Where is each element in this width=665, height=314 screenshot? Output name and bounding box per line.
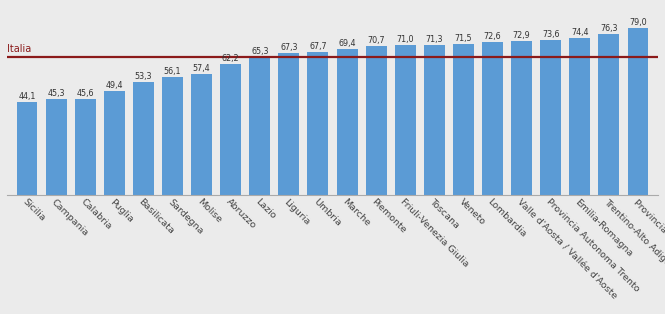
Bar <box>279 53 299 195</box>
Bar <box>424 45 445 195</box>
Text: 71,5: 71,5 <box>455 34 472 43</box>
Bar <box>46 99 66 195</box>
Bar <box>511 41 532 195</box>
Bar <box>598 34 619 195</box>
Text: 71,3: 71,3 <box>426 35 443 44</box>
Text: 79,0: 79,0 <box>629 18 647 27</box>
Bar <box>540 40 561 195</box>
Text: Italia: Italia <box>7 44 31 54</box>
Bar <box>220 64 241 195</box>
Bar <box>133 83 154 195</box>
Bar <box>366 46 386 195</box>
Text: 45,3: 45,3 <box>47 89 65 98</box>
Text: 44,1: 44,1 <box>19 92 36 101</box>
Text: 72,6: 72,6 <box>483 32 501 41</box>
Bar <box>628 28 648 195</box>
Bar <box>336 49 358 195</box>
Bar <box>395 45 416 195</box>
Text: 71,0: 71,0 <box>396 35 414 44</box>
Text: 53,3: 53,3 <box>134 73 152 81</box>
Bar <box>104 91 125 195</box>
Bar <box>74 99 96 195</box>
Bar <box>482 42 503 195</box>
Text: 74,4: 74,4 <box>571 28 589 37</box>
Text: 69,4: 69,4 <box>338 39 356 47</box>
Text: 76,3: 76,3 <box>600 24 618 33</box>
Text: 67,3: 67,3 <box>280 43 298 52</box>
Text: 70,7: 70,7 <box>367 36 385 45</box>
Text: 72,9: 72,9 <box>513 31 531 40</box>
Text: 73,6: 73,6 <box>542 30 559 39</box>
Text: 62,2: 62,2 <box>222 54 239 63</box>
Bar <box>191 74 212 195</box>
Bar <box>307 52 329 195</box>
Bar <box>162 77 183 195</box>
Bar <box>569 38 591 195</box>
Text: 67,7: 67,7 <box>309 42 327 51</box>
Text: 49,4: 49,4 <box>106 81 123 89</box>
Bar <box>249 57 270 195</box>
Bar <box>17 102 37 195</box>
Bar <box>453 44 474 195</box>
Text: 45,6: 45,6 <box>76 89 94 98</box>
Text: 65,3: 65,3 <box>251 47 269 56</box>
Text: 56,1: 56,1 <box>164 67 182 76</box>
Text: 57,4: 57,4 <box>193 64 210 73</box>
